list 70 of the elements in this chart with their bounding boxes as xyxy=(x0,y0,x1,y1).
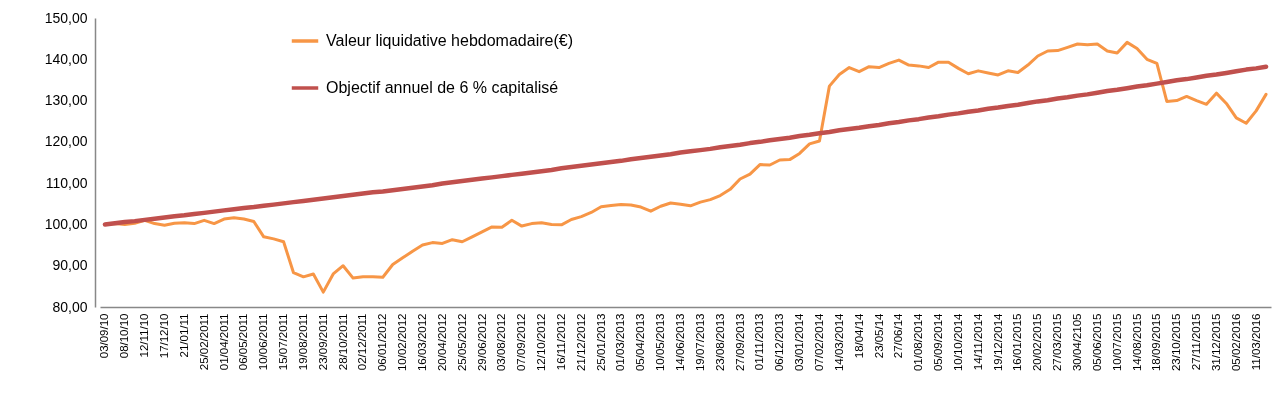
x-tick-label: 05/06/2015 xyxy=(1090,313,1103,372)
x-tick-label: 23/09/2011 xyxy=(316,313,329,371)
y-tick-label: 110,00 xyxy=(45,174,88,191)
x-tick-label: 01/08/2014 xyxy=(912,312,925,372)
x-tick-label: 25/02/2011 xyxy=(197,313,210,371)
x-tick-label: 18/09/2015 xyxy=(1150,313,1163,372)
x-tick-label: 29/06/2012 xyxy=(475,313,488,372)
x-tick-label: 19/08/2011 xyxy=(296,313,309,371)
x-tick-label: 27/03/2015 xyxy=(1051,313,1064,372)
x-tick-label: 25/01/2013 xyxy=(594,313,607,372)
x-tick-label: 19/12/2014 xyxy=(991,312,1004,372)
x-tick-label: 10/07/2015 xyxy=(1110,313,1123,372)
x-tick-label: 20/04/2012 xyxy=(435,313,448,372)
x-tick-label: 14/08/2015 xyxy=(1130,313,1143,372)
x-tick-label: 05/02/2016 xyxy=(1229,313,1242,372)
x-tick-label: 07/09/2012 xyxy=(515,313,528,372)
x-tick-label: 15/07/2011 xyxy=(277,313,290,371)
x-tick-label: 14/06/2013 xyxy=(674,313,687,372)
x-tick-label: 03/01/2014 xyxy=(793,312,806,372)
line-series xyxy=(102,64,1269,227)
x-tick-label: 19/07/2013 xyxy=(693,313,706,372)
x-tick-label: 16/03/2012 xyxy=(416,313,429,372)
x-tick-label: 27/06/14 xyxy=(892,312,905,359)
x-tick-label: 03/08/2012 xyxy=(495,313,508,372)
x-tick-label: 12/11/10 xyxy=(138,313,151,358)
y-tick-label: 90,00 xyxy=(52,257,88,274)
x-tick-label: 02/12/2011 xyxy=(356,313,369,371)
x-tick-label: 03/09/10 xyxy=(98,313,111,359)
x-tick-label: 21/01/11 xyxy=(177,313,190,358)
x-tick-label: 27/11/2015 xyxy=(1190,313,1203,371)
x-tick-label: 17/12/10 xyxy=(158,313,170,359)
x-tick-label: 16/01/2015 xyxy=(1011,313,1024,372)
x-tick-label: 14/03/2014 xyxy=(832,312,845,372)
y-tick-label: 80,00 xyxy=(52,298,88,315)
y-tick-label: 150,00 xyxy=(44,9,88,26)
x-tick-label: 31/12/2015 xyxy=(1209,313,1222,372)
x-tick-label: 01/03/2013 xyxy=(614,313,627,372)
x-tick-label: 06/01/2012 xyxy=(376,313,389,372)
x-tick-label: 14/11/2014 xyxy=(971,312,984,371)
x-tick-label: 27/09/2013 xyxy=(733,313,746,372)
x-tick-label: 01/04/2011 xyxy=(217,313,230,371)
x-tick-label: 30/04/2105 xyxy=(1070,313,1083,372)
x-tick-label: 05/04/2013 xyxy=(634,313,647,372)
y-tick-label: 130,00 xyxy=(44,92,88,109)
x-tick-label: 08/10/10 xyxy=(118,313,131,359)
y-tick-label: 100,00 xyxy=(44,215,88,232)
legend-label: Objectif annuel de 6 % capitalisé xyxy=(326,79,559,96)
y-tick-label: 120,00 xyxy=(44,133,88,150)
legend-label: Valeur liquidative hebdomadaire(€) xyxy=(326,32,573,49)
x-tick-label: 01/11/2013 xyxy=(753,313,766,371)
x-tick-label: 07/02/2014 xyxy=(812,312,825,372)
x-tick-label: 21/12/2012 xyxy=(574,313,587,372)
x-tick-label: 10/05/2013 xyxy=(654,313,667,372)
x-tick-label: 12/10/2012 xyxy=(535,313,548,372)
x-tick-label: 10/02/2012 xyxy=(396,313,409,372)
y-tick-label: 140,00 xyxy=(44,50,88,67)
x-tick-label: 20/02/2015 xyxy=(1031,313,1044,372)
x-tick-label: 23/08/2013 xyxy=(713,313,726,372)
x-tick-label: 28/10/2011 xyxy=(336,313,349,371)
x-tick-label: 18/04/14 xyxy=(852,312,865,359)
x-tick-label: 06/05/2011 xyxy=(237,313,250,371)
x-tick-label: 25/05/2012 xyxy=(455,313,468,372)
x-tick-label: 23/10/2015 xyxy=(1170,313,1183,372)
x-tick-label: 10/06/2011 xyxy=(257,313,270,371)
x-tick-label: 10/10/2014 xyxy=(951,312,964,372)
x-tick-label: 11/03/2016 xyxy=(1249,313,1262,371)
x-tick-label: 05/09/2014 xyxy=(932,312,945,372)
x-tick-label: 23/05/14 xyxy=(872,312,885,359)
x-tick-label: 06/12/2013 xyxy=(773,313,786,372)
x-tick-label: 16/11/2012 xyxy=(554,313,567,371)
